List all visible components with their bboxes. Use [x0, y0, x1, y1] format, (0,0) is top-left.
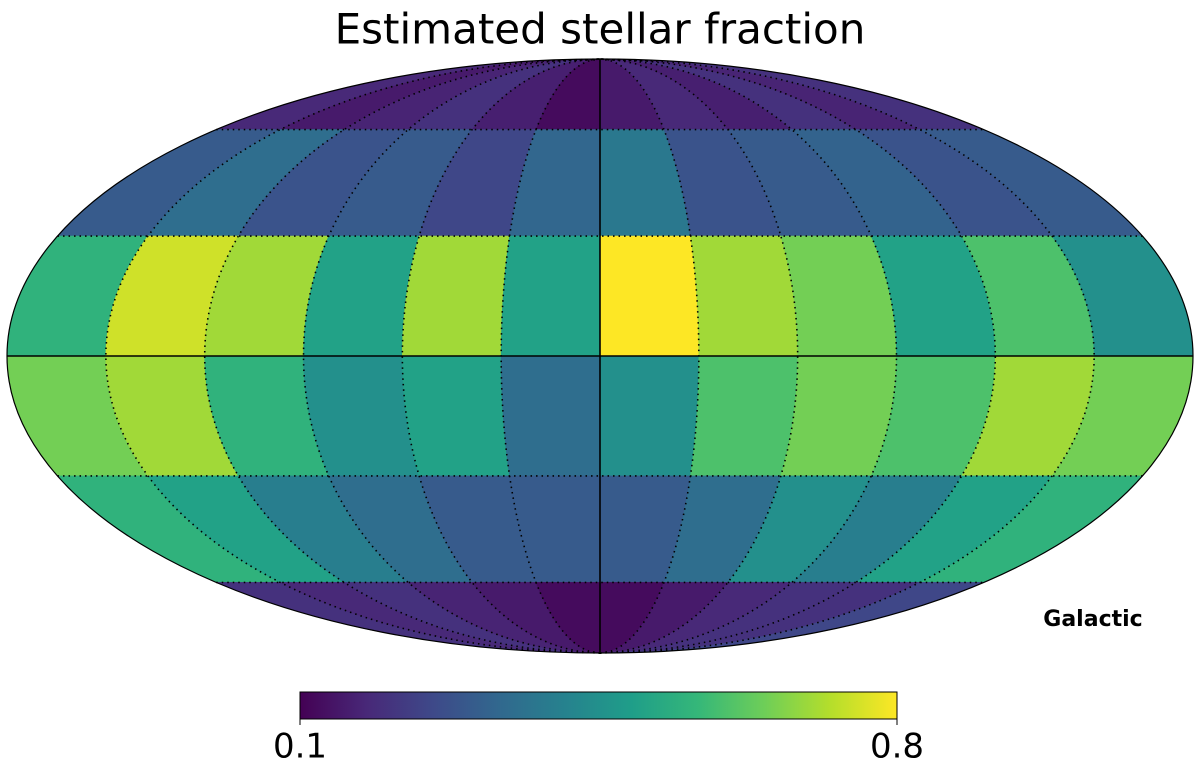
map-cell — [402, 235, 510, 357]
coord-label: Galactic — [1043, 607, 1142, 632]
map-outline — [6, 58, 1194, 654]
colorbar-tick-label: 0.8 — [870, 727, 924, 767]
map-cell — [402, 355, 510, 477]
graticule-meridian — [401, 58, 601, 654]
graticule-meridian — [105, 58, 601, 654]
chart-title: Estimated stellar fraction — [335, 5, 866, 54]
map-cell — [500, 355, 601, 477]
colorbar-tick-label: 0.1 — [273, 727, 327, 767]
map-cell — [599, 235, 700, 357]
colorbar — [299, 691, 898, 720]
graticule-meridian — [599, 58, 1095, 654]
map-cell — [500, 235, 601, 357]
map-cell — [690, 235, 798, 357]
map-cell — [599, 355, 700, 477]
map-cell — [690, 355, 798, 477]
